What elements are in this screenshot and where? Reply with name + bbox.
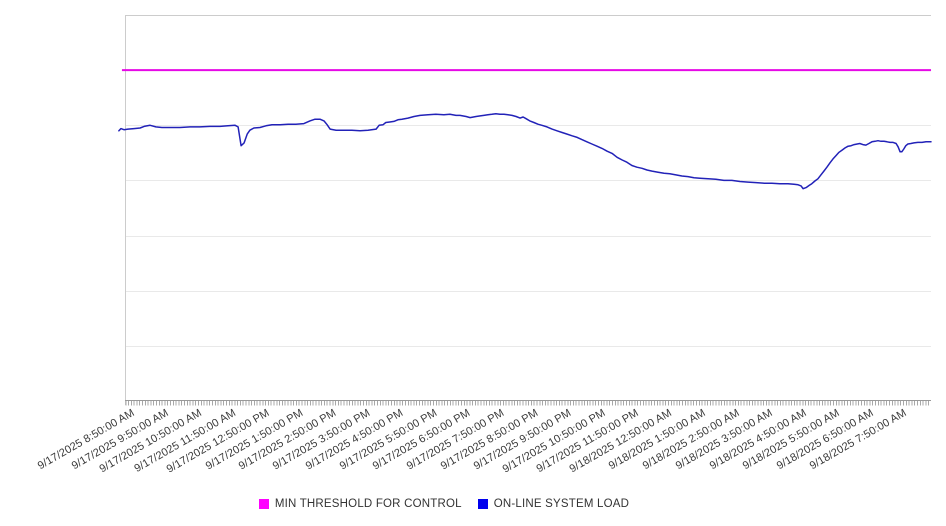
threshold-legend-swatch <box>258 499 269 509</box>
load-legend-label: ON-LINE SYSTEM LOAD <box>493 498 630 510</box>
legend-item-load: ON-LINE SYSTEM LOAD <box>477 498 630 510</box>
threshold-legend-label: MIN THRESHOLD FOR CONTROL <box>274 498 462 510</box>
legend-item-threshold: MIN THRESHOLD FOR CONTROL <box>258 498 462 510</box>
load-line-series <box>118 112 932 190</box>
load-legend-swatch <box>477 499 488 509</box>
legend: MIN THRESHOLD FOR CONTROL ON-LINE SYSTEM… <box>0 498 917 510</box>
x-axis-minor-ticks <box>125 401 930 406</box>
